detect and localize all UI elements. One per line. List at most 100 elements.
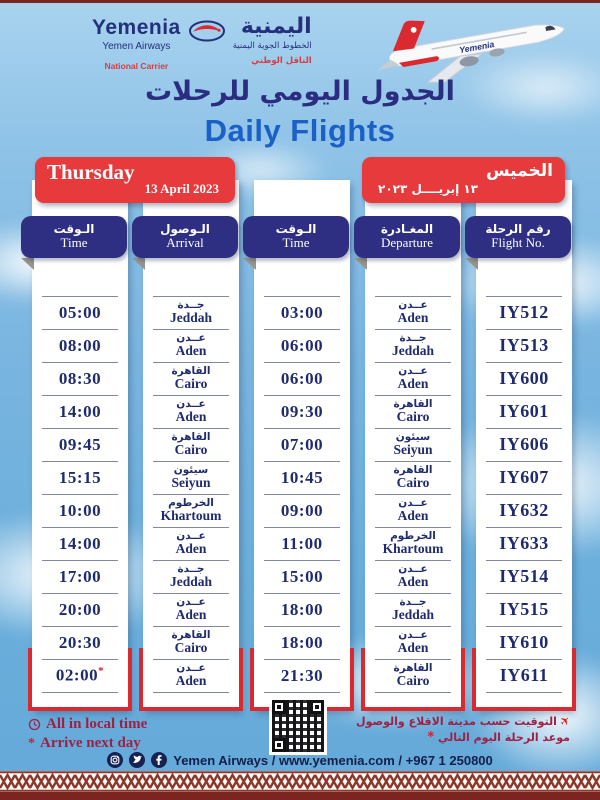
- column-header-arrival: الـوصول Arrival: [132, 216, 238, 258]
- table-cell-departure: عــدن Aden: [365, 560, 461, 593]
- table-cell-flight-no: IY512: [476, 296, 572, 329]
- contact-bar: Yemen Airways / www.yemenia.com / +967 1…: [0, 752, 600, 768]
- logo-arabic-sub: الخطوط الجوية اليمنية: [232, 41, 312, 51]
- header-label-en: Time: [282, 235, 310, 251]
- logo-arabic-name: اليمنية: [240, 14, 312, 39]
- table-cell-arrival: جــدة Jeddah: [143, 296, 239, 329]
- table-cell-departure: القاهرة Cairo: [365, 461, 461, 494]
- header-label-ar: الـوصول: [160, 221, 210, 236]
- table-cell-departure: سيئون Seiyun: [365, 428, 461, 461]
- table-cell-dep-time: 07:00: [254, 428, 350, 461]
- yemenia-logo: Yemenia Yemen Airways National Carrier ا…: [92, 14, 312, 72]
- header-label-ar: الـوقت: [275, 221, 317, 236]
- clock-icon: [28, 718, 41, 731]
- logo-latin-sub: Yemen Airways: [102, 41, 171, 52]
- table-cell-arr-time: 05:00: [32, 296, 128, 329]
- qr-finder: [272, 700, 286, 714]
- logo-latin-tag: National Carrier: [104, 61, 169, 71]
- date-chip-arabic: الخميس ١٣ إبريــــل ٢٠٢٣: [362, 157, 565, 203]
- note-local-time: All in local time: [46, 716, 148, 732]
- table-cell-arrival: القاهرة Cairo: [143, 626, 239, 659]
- table-cell-flight-no: IY606: [476, 428, 572, 461]
- table-cell-arr-time: 09:45: [32, 428, 128, 461]
- table-cell-arr-time: 14:00: [32, 527, 128, 560]
- table-cell-departure: القاهرة Cairo: [365, 395, 461, 428]
- table-cell-arrival: عــدن Aden: [143, 395, 239, 428]
- contact-text: Yemen Airways / www.yemenia.com / +967 1…: [173, 752, 493, 768]
- column-cells: 05:00 08:00 08:30 14:00 09:45 15:15 10:00 14:00…: [32, 296, 128, 693]
- table-cell-dep-time: 15:00: [254, 560, 350, 593]
- table-cell-arr-time: 14:00: [32, 395, 128, 428]
- table-cell-flight-no: IY611: [476, 659, 572, 692]
- table-cell-flight-no: IY515: [476, 593, 572, 626]
- table-cell-dep-time: 09:00: [254, 494, 350, 527]
- column-header-flight-no: رقم الرحلة Flight No.: [465, 216, 571, 258]
- table-cell-arr-time: 17:00: [32, 560, 128, 593]
- table-cell-arrival: القاهرة Cairo: [143, 428, 239, 461]
- date-english: 13 April 2023: [144, 181, 219, 196]
- column-cells: IY512 IY513 IY600 IY601 IY606 IY607 IY632 IY633…: [476, 296, 572, 693]
- column-flight-number: رقم الرحلة Flight No. IY512 IY513 IY600 IY6…: [465, 180, 576, 711]
- table-cell-dep-time: 09:30: [254, 395, 350, 428]
- header-label-en: Time: [60, 235, 88, 251]
- table-cell-dep-time: 21:30: [254, 659, 350, 692]
- airplane-illustration: Yemenia: [377, 20, 565, 83]
- tab-fold: [132, 258, 145, 270]
- table-cell-arrival: عــدن Aden: [143, 593, 239, 626]
- yemenia-bird-emblem-icon: [188, 20, 225, 42]
- column-header-departure: المغـادرة Departure: [354, 216, 460, 258]
- table-cell-arrival: القاهرة Cairo: [143, 362, 239, 395]
- table-cell-arr-time: 20:00: [32, 593, 128, 626]
- table-cell-arr-time: 10:00: [32, 494, 128, 527]
- table-cell-arr-time: 20:30: [32, 626, 128, 659]
- table-cell-flight-no: IY610: [476, 626, 572, 659]
- table-cell-dep-time: 06:00: [254, 329, 350, 362]
- table-cell-dep-time: 18:00: [254, 626, 350, 659]
- note-arabic-2: موعد الرحلة اليوم التالي: [437, 731, 570, 744]
- column-arrival-time: الـوقت Time 05:00 08:00 08:30 14:00 09:45 15:…: [21, 180, 132, 711]
- table-cell-departure: جــدة Jeddah: [365, 329, 461, 362]
- instagram-icon: [107, 752, 124, 768]
- table-cell-flight-no: IY633: [476, 527, 572, 560]
- tab-fold: [243, 258, 256, 270]
- twitter-icon: [129, 752, 146, 768]
- column-cells: عــدن Aden جــدة Jeddah عــدن Aden القاهرة Cair…: [365, 296, 461, 693]
- decorative-pattern-border: [0, 771, 600, 792]
- qr-code: [269, 697, 327, 755]
- note-arabic-1: التوقيت حسب مدينة الاقلاع والوصول: [356, 715, 557, 728]
- table-cell-arr-time: 02:00*: [32, 659, 128, 692]
- qr-finder: [310, 700, 324, 714]
- table-cell-arrival: سيئون Seiyun: [143, 461, 239, 494]
- table-cell-departure: عــدن Aden: [365, 626, 461, 659]
- table-cell-departure: القاهرة Cairo: [365, 659, 461, 692]
- table-cell-arrival: عــدن Aden: [143, 659, 239, 692]
- table-cell-departure: الخرطوم Khartoum: [365, 527, 461, 560]
- asterisk-icon: *: [427, 730, 435, 745]
- page-title-english: Daily Flights: [204, 113, 396, 148]
- top-border: [0, 0, 600, 3]
- table-cell-flight-no: IY601: [476, 395, 572, 428]
- facebook-icon: [151, 752, 168, 768]
- footer-notes-right: ✈التوقيت حسب مدينة الاقلاع والوصول موعد …: [356, 712, 573, 746]
- header-label-en: Arrival: [166, 235, 204, 251]
- weekday-arabic: الخميس: [486, 161, 553, 181]
- table-cell-departure: عــدن Aden: [365, 362, 461, 395]
- table-cell-flight-no: IY607: [476, 461, 572, 494]
- column-header-departure-time: الـوقت Time: [243, 216, 349, 258]
- table-cell-flight-no: IY513: [476, 329, 572, 362]
- column-arrival-city: الـوصول Arrival جــدة Jeddah عــدن Aden القا…: [132, 180, 243, 711]
- table-cell-dep-time: 11:00: [254, 527, 350, 560]
- table-cell-arrival: جــدة Jeddah: [143, 560, 239, 593]
- table-cell-flight-no: IY632: [476, 494, 572, 527]
- logo-latin-name: Yemenia: [92, 16, 181, 39]
- tab-fold: [354, 258, 367, 270]
- table-cell-arrival: الخرطوم Khartoum: [143, 494, 239, 527]
- header-label-ar: الـوقت: [53, 221, 95, 236]
- column-departure-city: المغـادرة Departure عــدن Aden جــدة Jeddah…: [354, 180, 465, 711]
- table-cell-dep-time: 03:00: [254, 296, 350, 329]
- table-cell-arrival: عــدن Aden: [143, 329, 239, 362]
- table-cell-arr-time: 08:30: [32, 362, 128, 395]
- column-cells: جــدة Jeddah عــدن Aden القاهرة Cairo عــدن Ade…: [143, 296, 239, 693]
- table-cell-flight-no: IY514: [476, 560, 572, 593]
